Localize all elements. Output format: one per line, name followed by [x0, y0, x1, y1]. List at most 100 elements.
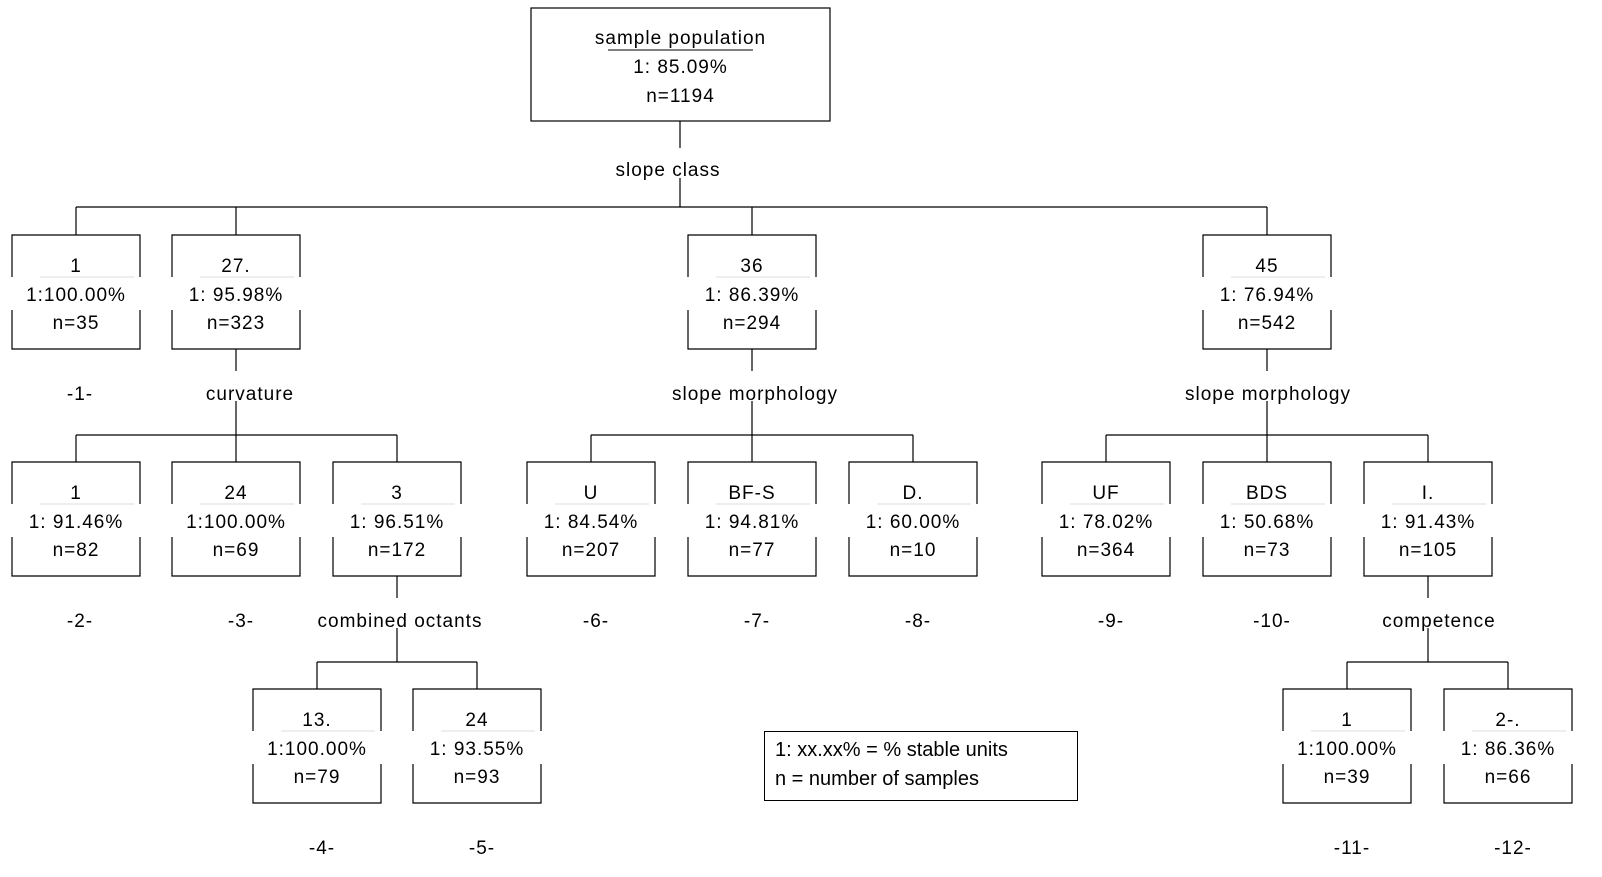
split-label-curvature: curvature [206, 384, 294, 405]
node-title: I. [1422, 483, 1435, 504]
tree-node-m45I: I. 1: 91.43% n=105 [1363, 461, 1493, 577]
node-count: n=39 [1324, 767, 1371, 788]
tree-node-sc36: 36 1: 86.39% n=294 [687, 234, 817, 350]
leaf-number: -2- [67, 611, 93, 632]
node-box [412, 688, 542, 804]
leaf-number: -6- [583, 611, 609, 632]
node-title: U [584, 483, 599, 504]
node-percent: 1: 91.46% [29, 512, 124, 533]
leaf-number: -11- [1334, 838, 1370, 859]
node-percent: 1: 76.94% [1220, 285, 1315, 306]
node-count: n=10 [890, 540, 937, 561]
node-title: 24 [465, 710, 488, 731]
node-title: 2-. [1495, 710, 1520, 731]
leaf-number: -10- [1253, 611, 1291, 632]
node-box [687, 234, 817, 350]
tree-node-sc1: 1 1:100.00% n=35 [11, 234, 141, 350]
tree-node-cv24: 24 1:100.00% n=69 [171, 461, 301, 577]
legend-line-percent: 1: xx.xx% = % stable units [775, 739, 1008, 761]
tree-node-m36BFS: BF-S 1: 94.81% n=77 [687, 461, 817, 577]
node-count: n=294 [723, 313, 781, 334]
tree-node-m36D: D. 1: 60.00% n=10 [848, 461, 978, 577]
tree-node-cv1: 1 1: 91.46% n=82 [11, 461, 141, 577]
tree-node-m45UF: UF 1: 78.02% n=364 [1041, 461, 1171, 577]
node-title: D. [903, 483, 924, 504]
node-percent: 1: 86.36% [1461, 739, 1556, 760]
node-percent: 1: 95.98% [189, 285, 284, 306]
leaf-number: -12- [1494, 838, 1532, 859]
node-box [526, 461, 656, 577]
leaf-number: -3- [228, 611, 254, 632]
leaf-number: -5- [469, 838, 495, 859]
node-count: n=323 [207, 313, 265, 334]
node-count: n=69 [213, 540, 260, 561]
node-title: 45 [1255, 256, 1278, 277]
node-percent: 1: 96.51% [350, 512, 445, 533]
legend-line-count: n = number of samples [775, 768, 979, 790]
tree-node-sc27: 27. 1: 95.98% n=323 [171, 234, 301, 350]
node-percent: 1: 84.54% [544, 512, 639, 533]
node-box [1202, 234, 1332, 350]
root-node-count: n=1194 [646, 86, 715, 107]
split-and-leaf-labels: slope class curvature slope morphology slop… [67, 160, 1532, 859]
leaf-number: -8- [905, 611, 931, 632]
node-count: n=82 [53, 540, 100, 561]
node-percent: 1:100.00% [1297, 739, 1397, 760]
node-count: n=542 [1238, 313, 1296, 334]
split-label-slope-morphology-45: slope morphology [1185, 384, 1351, 405]
root-node-box [530, 7, 831, 122]
node-title: 1 [70, 483, 82, 504]
tree-node-co1: 1 1:100.00% n=39 [1282, 688, 1412, 804]
split-label-slope-class: slope class [616, 160, 721, 181]
tree-node-co2: 2-. 1: 86.36% n=66 [1443, 688, 1573, 804]
node-box [1041, 461, 1171, 577]
node-count: n=77 [729, 540, 776, 561]
node-box [11, 234, 141, 350]
node-percent: 1:100.00% [267, 739, 367, 760]
node-percent: 1: 60.00% [866, 512, 961, 533]
node-percent: 1: 91.43% [1381, 512, 1476, 533]
node-title: BF-S [728, 483, 775, 504]
node-title: 1 [70, 256, 82, 277]
node-title: 27. [221, 256, 250, 277]
node-percent: 1: 93.55% [430, 739, 525, 760]
tree-node-cv3: 3 1: 96.51% n=172 [332, 461, 462, 577]
node-title: 36 [740, 256, 763, 277]
node-box [11, 461, 141, 577]
node-count: n=73 [1244, 540, 1291, 561]
split-label-combined-octants: combined octants [318, 611, 483, 632]
node-box [1443, 688, 1573, 804]
node-title: BDS [1246, 483, 1288, 504]
node-title: 13. [302, 710, 331, 731]
node-percent: 1:100.00% [26, 285, 126, 306]
node-box [848, 461, 978, 577]
leaf-number: -4- [309, 838, 335, 859]
node-percent: 1: 50.68% [1220, 512, 1315, 533]
node-count: n=35 [53, 313, 100, 334]
node-box [687, 461, 817, 577]
node-count: n=172 [368, 540, 426, 561]
node-box [252, 688, 382, 804]
split-label-slope-morphology-36: slope morphology [672, 384, 838, 405]
node-percent: 1: 86.39% [705, 285, 800, 306]
node-box [1202, 461, 1332, 577]
root-node: sample population 1: 85.09% n=1194 [530, 7, 831, 122]
root-node-percent: 1: 85.09% [633, 57, 728, 78]
node-percent: 1: 78.02% [1059, 512, 1154, 533]
node-box [1282, 688, 1412, 804]
node-box [171, 461, 301, 577]
node-box [332, 461, 462, 577]
leaf-number: -9- [1098, 611, 1124, 632]
node-title: 24 [224, 483, 247, 504]
node-count: n=93 [454, 767, 501, 788]
leaf-number: -1- [67, 384, 93, 405]
tree-connectors [75, 121, 1509, 689]
tree-node-oc13: 13. 1:100.00% n=79 [252, 688, 382, 804]
node-title: 1 [1341, 710, 1353, 731]
node-title: UF [1092, 483, 1119, 504]
node-percent: 1:100.00% [186, 512, 286, 533]
tree-node-m45BDS: BDS 1: 50.68% n=73 [1202, 461, 1332, 577]
node-title: 3 [391, 483, 403, 504]
node-percent: 1: 94.81% [705, 512, 800, 533]
